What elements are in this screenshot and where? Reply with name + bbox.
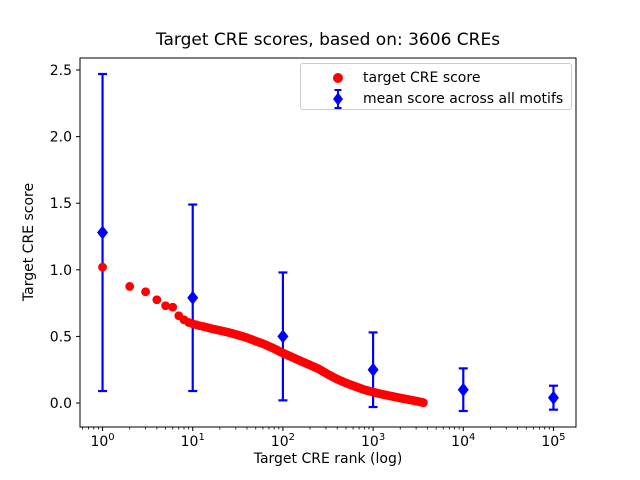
mean-score-diamond bbox=[277, 329, 289, 344]
target-score-point bbox=[418, 398, 428, 408]
x-tick-label: 100 bbox=[90, 432, 114, 450]
legend-item-target-cre-score: target CRE score bbox=[301, 67, 571, 88]
x-tick-label: 101 bbox=[181, 432, 205, 450]
legend-marker-cell bbox=[321, 72, 355, 83]
mean-score-diamond bbox=[547, 390, 559, 405]
mean-score-diamond bbox=[97, 225, 109, 240]
target-score-point bbox=[141, 287, 150, 297]
legend-label-target-cre-score: target CRE score bbox=[363, 69, 481, 86]
target-score-point bbox=[168, 302, 178, 312]
legend: target CRE score mean score across all m… bbox=[300, 63, 572, 110]
x-axis-label: Target CRE rank (log) bbox=[253, 451, 403, 467]
blue-diamond-errorbar-icon bbox=[333, 88, 343, 109]
x-tick-label: 103 bbox=[361, 432, 385, 450]
x-tick-label: 104 bbox=[451, 432, 475, 450]
legend-label-mean-score: mean score across all motifs bbox=[363, 90, 564, 107]
y-axis-label: Target CRE score bbox=[21, 182, 37, 302]
y-tick-label: 1.5 bbox=[50, 196, 72, 212]
legend-item-mean-score: mean score across all motifs bbox=[301, 88, 571, 109]
y-tick-label: 0.5 bbox=[50, 329, 72, 345]
red-circle-marker-icon bbox=[333, 72, 343, 83]
legend-marker-cell bbox=[321, 88, 355, 110]
target-score-point bbox=[98, 262, 107, 272]
mean-score-diamond bbox=[457, 382, 469, 397]
mean-score-diamond bbox=[187, 290, 199, 305]
target-score-point bbox=[161, 301, 170, 311]
y-tick-label: 2.5 bbox=[50, 63, 72, 79]
y-tick-label: 0.0 bbox=[50, 396, 72, 412]
y-tick-label: 1.0 bbox=[50, 263, 72, 279]
y-tick-label: 2.0 bbox=[50, 130, 72, 146]
x-tick-label: 102 bbox=[271, 432, 295, 450]
chart-title: Target CRE scores, based on: 3606 CREs bbox=[155, 30, 501, 50]
x-tick-label: 105 bbox=[541, 432, 565, 450]
target-score-point bbox=[152, 295, 162, 305]
axes-frame bbox=[79, 57, 577, 428]
target-score-point bbox=[125, 282, 135, 291]
mean-score-diamond bbox=[367, 362, 379, 377]
